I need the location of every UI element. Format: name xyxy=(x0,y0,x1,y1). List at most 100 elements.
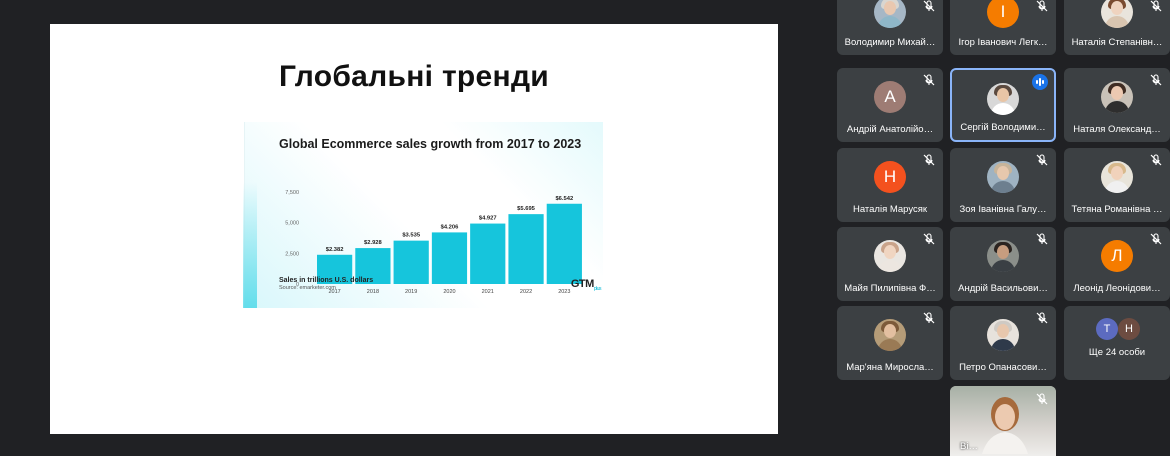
bar-value-label: $5.695 xyxy=(517,206,536,212)
y-tick-label: 2,500 xyxy=(285,251,299,257)
y-tick-label: 0 xyxy=(296,282,299,288)
participant-name: Майя Пилипівна Ф… xyxy=(844,283,936,294)
slide-title: Глобальні тренди xyxy=(278,60,550,93)
logo-sub: plus xyxy=(593,286,602,293)
mic-off-icon xyxy=(922,153,936,167)
avatar-photo xyxy=(874,0,906,28)
bar-value-label: $3.535 xyxy=(402,233,421,239)
more-participants-tile[interactable]: Т Н Ще 24 особи xyxy=(1064,306,1170,380)
participant-tile[interactable]: Тетяна Романівна … xyxy=(1064,148,1170,222)
more-participants-label: Ще 24 особи xyxy=(1088,347,1146,358)
gtm-logo: GTMplus xyxy=(570,278,602,293)
mic-off-icon xyxy=(922,0,936,13)
avatar-photo xyxy=(874,319,906,351)
participant-name: Сергій Володими… xyxy=(960,122,1046,133)
bar-value-label: $2.928 xyxy=(364,240,383,246)
mic-off-icon xyxy=(1035,153,1049,167)
mic-off-icon xyxy=(1149,0,1163,13)
participant-tile[interactable]: Наталя Олександ… xyxy=(1064,68,1170,142)
mic-off-icon xyxy=(922,311,936,325)
participant-tile[interactable]: Петро Опанасови… xyxy=(950,306,1056,380)
participant-tile[interactable]: Андрій Васильови… xyxy=(950,227,1056,301)
bar-chart: 0 2,500 5,000 7,500 $2.382 2017 $2.928 2018 $3.5… xyxy=(285,190,582,295)
avatar: І xyxy=(987,0,1019,28)
participant-name: Наталія Степанівн… xyxy=(1071,37,1163,48)
bar-2018 xyxy=(355,248,391,284)
more-avatars: Т Н xyxy=(1096,318,1142,342)
participant-name: Тетяна Романівна … xyxy=(1071,204,1163,215)
participant-tile[interactable]: Сергій Володими… xyxy=(950,68,1056,142)
chart-source: Source: emarketer.com xyxy=(279,285,336,291)
x-tick-label: 2018 xyxy=(367,289,379,295)
avatar-photo xyxy=(987,83,1019,115)
participant-tile[interactable]: Володимир Михай… xyxy=(837,0,943,55)
avatar-photo xyxy=(874,240,906,272)
avatar-photo xyxy=(1101,0,1133,28)
audio-level-icon xyxy=(1032,74,1048,90)
x-tick-label: 2022 xyxy=(520,289,532,295)
mic-off-icon xyxy=(1149,73,1163,87)
participant-tile[interactable]: А Андрій Анатолійо… xyxy=(837,68,943,142)
mic-off-icon xyxy=(1035,392,1049,406)
avatar-photo xyxy=(987,319,1019,351)
y-tick-label: 5,000 xyxy=(285,221,299,227)
video-person xyxy=(982,397,1028,454)
mic-off-icon xyxy=(922,73,936,87)
participant-name: Леонід Леонідови… xyxy=(1073,283,1161,294)
bar-2017 xyxy=(317,254,353,284)
participant-name: Андрій Анатолійо… xyxy=(846,124,934,135)
participant-name: Ві… xyxy=(960,441,978,452)
participant-name: Наталія Марусяк xyxy=(852,204,928,215)
more-avatar-1: Т xyxy=(1096,318,1118,340)
mic-off-icon xyxy=(1149,232,1163,246)
participant-name: Ігор Іванович Легк… xyxy=(958,37,1048,48)
bar-value-label: $6.542 xyxy=(555,196,573,202)
chart-accent-edge xyxy=(243,182,257,308)
bar-2020 xyxy=(431,232,468,284)
x-tick-label: 2023 xyxy=(558,289,570,295)
mic-off-icon xyxy=(922,232,936,246)
bar-2022 xyxy=(508,214,544,284)
y-tick-label: 7,500 xyxy=(285,190,299,196)
x-tick-label: 2021 xyxy=(482,289,494,295)
mic-off-icon xyxy=(1035,0,1049,13)
bar-2019 xyxy=(393,240,429,284)
x-tick-label: 2020 xyxy=(443,289,455,295)
chart-footnote: Sales in trillions U.S. dollars xyxy=(279,277,374,284)
participant-tile[interactable]: І Ігор Іванович Легк… xyxy=(950,0,1056,55)
participant-name: Андрій Васильови… xyxy=(958,283,1048,294)
avatar: Н xyxy=(874,161,906,193)
participant-name: Володимир Михай… xyxy=(844,37,936,48)
participant-name: Мар'яна Миросла… xyxy=(846,362,934,373)
x-tick-label: 2017 xyxy=(328,289,340,295)
participant-tile[interactable]: Н Наталія Марусяк xyxy=(837,148,943,222)
shared-slide: Глобальні тренди Global Ecommerce sales … xyxy=(50,24,778,434)
bar-value-label: $4.927 xyxy=(479,216,497,222)
participant-tile[interactable]: Л Леонід Леонідови… xyxy=(1064,227,1170,301)
more-avatar-2: Н xyxy=(1118,318,1140,340)
avatar-photo xyxy=(1101,81,1133,113)
bar-2023 xyxy=(546,203,582,284)
avatar-photo xyxy=(987,161,1019,193)
mic-off-icon xyxy=(1035,232,1049,246)
avatar: А xyxy=(874,81,906,113)
bar-2021 xyxy=(470,223,506,284)
mic-off-icon xyxy=(1149,153,1163,167)
participant-name: Зоя Іванівна Галу… xyxy=(959,204,1047,215)
avatar-photo xyxy=(1101,161,1133,193)
chart-image: Global Ecommerce sales growth from 2017 … xyxy=(243,122,603,308)
participant-name: Петро Опанасови… xyxy=(959,362,1047,373)
avatar-photo xyxy=(987,240,1019,272)
participant-tile[interactable]: Наталія Степанівн… xyxy=(1064,0,1170,55)
bar-value-label: $4.206 xyxy=(441,224,460,230)
participant-tile[interactable]: Мар'яна Миросла… xyxy=(837,306,943,380)
presentation-area: Глобальні тренди Global Ecommerce sales … xyxy=(50,24,778,434)
participant-tile[interactable]: Зоя Іванівна Галу… xyxy=(950,148,1056,222)
participant-tile[interactable]: Майя Пилипівна Ф… xyxy=(837,227,943,301)
logo-text: GTM xyxy=(570,278,594,290)
mic-off-icon xyxy=(1035,311,1049,325)
x-tick-label: 2019 xyxy=(405,289,417,295)
avatar: Л xyxy=(1101,240,1133,272)
participant-video-tile[interactable]: Ві… xyxy=(950,386,1056,456)
bar-value-label: $2.382 xyxy=(326,247,344,253)
